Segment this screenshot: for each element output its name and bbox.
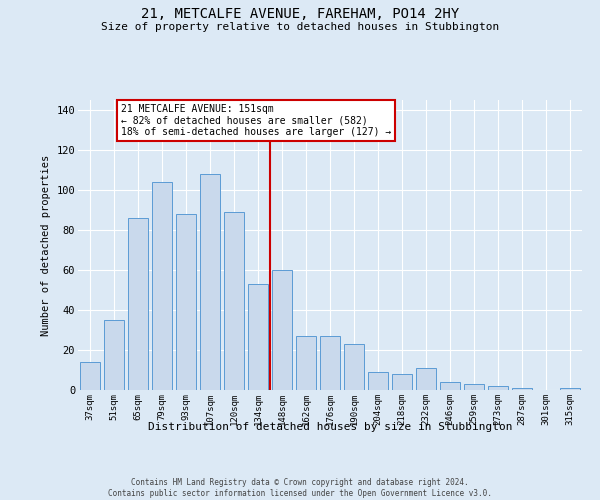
Bar	[104, 320, 124, 390]
Bar	[248, 284, 268, 390]
Y-axis label: Number of detached properties: Number of detached properties	[41, 154, 51, 336]
Bar	[128, 218, 148, 390]
Bar	[512, 388, 532, 390]
Bar	[296, 336, 316, 390]
Text: 21 METCALFE AVENUE: 151sqm
← 82% of detached houses are smaller (582)
18% of sem: 21 METCALFE AVENUE: 151sqm ← 82% of deta…	[121, 104, 391, 137]
Bar	[440, 382, 460, 390]
Bar	[416, 368, 436, 390]
Bar	[320, 336, 340, 390]
Text: 21, METCALFE AVENUE, FAREHAM, PO14 2HY: 21, METCALFE AVENUE, FAREHAM, PO14 2HY	[141, 8, 459, 22]
Text: Size of property relative to detached houses in Stubbington: Size of property relative to detached ho…	[101, 22, 499, 32]
Bar	[176, 214, 196, 390]
Bar	[80, 362, 100, 390]
Text: Contains HM Land Registry data © Crown copyright and database right 2024.
Contai: Contains HM Land Registry data © Crown c…	[108, 478, 492, 498]
Bar	[560, 388, 580, 390]
Bar	[488, 386, 508, 390]
Bar	[464, 384, 484, 390]
Text: Distribution of detached houses by size in Stubbington: Distribution of detached houses by size …	[148, 422, 512, 432]
Bar	[344, 344, 364, 390]
Bar	[224, 212, 244, 390]
Bar	[368, 372, 388, 390]
Bar	[200, 174, 220, 390]
Bar	[392, 374, 412, 390]
Bar	[272, 270, 292, 390]
Bar	[152, 182, 172, 390]
